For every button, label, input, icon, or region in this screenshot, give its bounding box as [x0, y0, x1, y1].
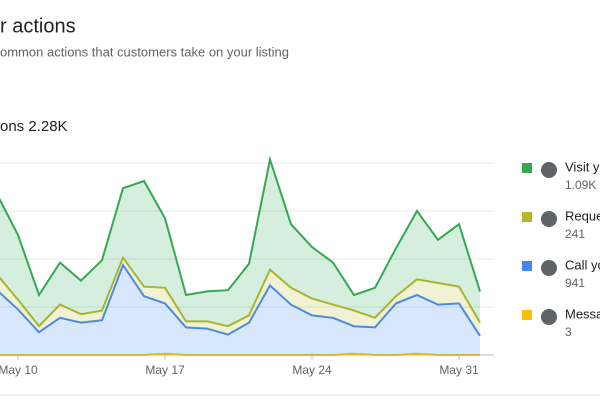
card-subtitle: ommon actions that customers take on you… [0, 44, 289, 59]
legend-swatch [522, 212, 532, 222]
legend-swatch [522, 261, 532, 271]
x-tick-label: May 31 [439, 363, 479, 377]
legend-swatch [522, 163, 532, 173]
legend-swatch [522, 310, 532, 320]
area-line [0, 352, 480, 356]
x-tick-label: May 17 [145, 363, 185, 377]
legend-total: 3 [565, 325, 572, 339]
legend: Visit y 1.09K Reque 241 Call yo 941 Messa 3 [522, 159, 600, 339]
legend-total: 941 [565, 276, 585, 290]
legend-icon [541, 309, 557, 325]
area-line [0, 262, 481, 337]
legend-icon [541, 162, 557, 178]
legend-icon [541, 211, 557, 227]
plot: May 10 May 17 May 24 May 31 [0, 155, 494, 377]
legend-label: Messa [565, 306, 600, 321]
legend-total: 241 [565, 227, 585, 241]
legend-label: Reque [565, 208, 600, 223]
legend-total: 1.09K [565, 178, 596, 192]
card-title: r actions [0, 15, 76, 37]
area-line [0, 155, 481, 298]
area [0, 257, 480, 336]
legend-label: Call yo [565, 257, 600, 272]
x-tick-label: May 10 [0, 363, 38, 377]
x-tick-label: May 24 [292, 363, 332, 377]
area-line [0, 255, 481, 328]
legend-icon [541, 260, 557, 276]
area [0, 265, 480, 355]
legend-label: Visit y [565, 159, 600, 174]
total-actions: ons 2.28K [0, 118, 68, 135]
